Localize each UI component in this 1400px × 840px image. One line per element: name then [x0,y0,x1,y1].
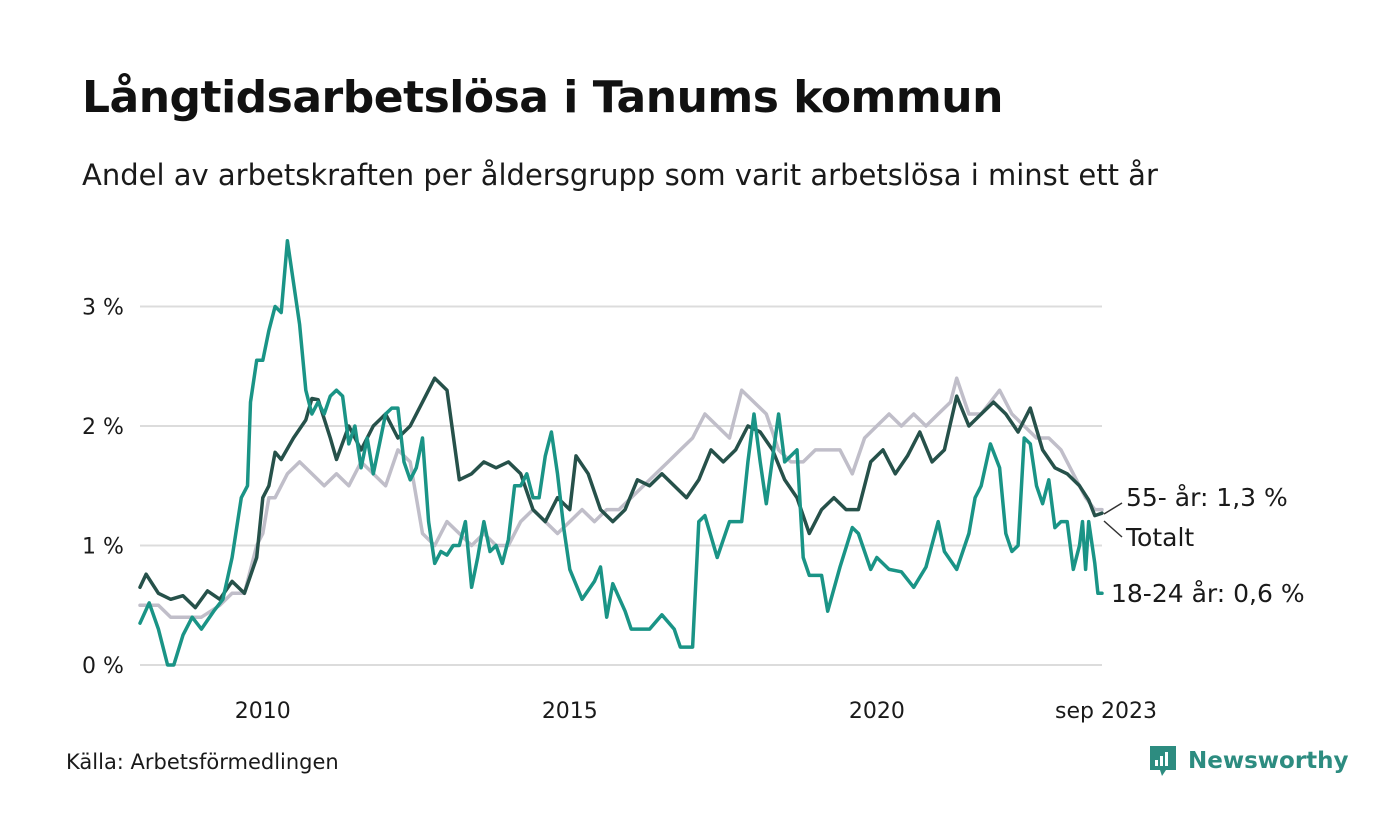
gridlines [140,305,1102,666]
end-labels: 55- år: 1,3 % Totalt 18-24 år: 0,6 % [1103,483,1305,608]
y-axis-ticks: 0 % 1 % 2 % 3 % [82,296,124,680]
x-tick-label: sep 2023 [1055,699,1157,724]
chart-title: Långtidsarbetslösa i Tanums kommun [82,72,1003,123]
x-tick-label: 2010 [235,699,291,724]
y-tick-label: 0 % [82,654,124,679]
series-lines [138,239,1104,667]
y-tick-label: 1 % [82,535,124,560]
end-label-young: 18-24 år: 0,6 % [1111,579,1305,608]
chart-subtitle: Andel av arbetskraften per åldersgrupp s… [82,158,1158,192]
y-tick-label: 2 % [82,415,124,440]
end-label-total: Totalt [1125,523,1194,552]
x-tick-label: 2020 [849,699,905,724]
leader-line-total [1103,520,1123,538]
y-tick-label: 3 % [82,296,124,321]
source-note: Källa: Arbetsförmedlingen [66,750,339,774]
series-line-young [138,239,1104,667]
leader-line-older [1103,502,1123,515]
line-chart: 0 % 1 % 2 % 3 % 2010 2015 2020 sep 2023 55- år… [82,239,1305,724]
brand-name: Newsworthy [1188,748,1349,774]
series-line-total [138,376,1104,610]
brand-logo: Newsworthy [1148,744,1349,778]
x-tick-label: 2015 [542,699,598,724]
x-axis-ticks: 2010 2015 2020 sep 2023 [235,699,1157,724]
series-line-older [138,376,1104,619]
end-label-older: 55- år: 1,3 % [1126,483,1288,512]
newsworthy-icon [1150,746,1176,776]
